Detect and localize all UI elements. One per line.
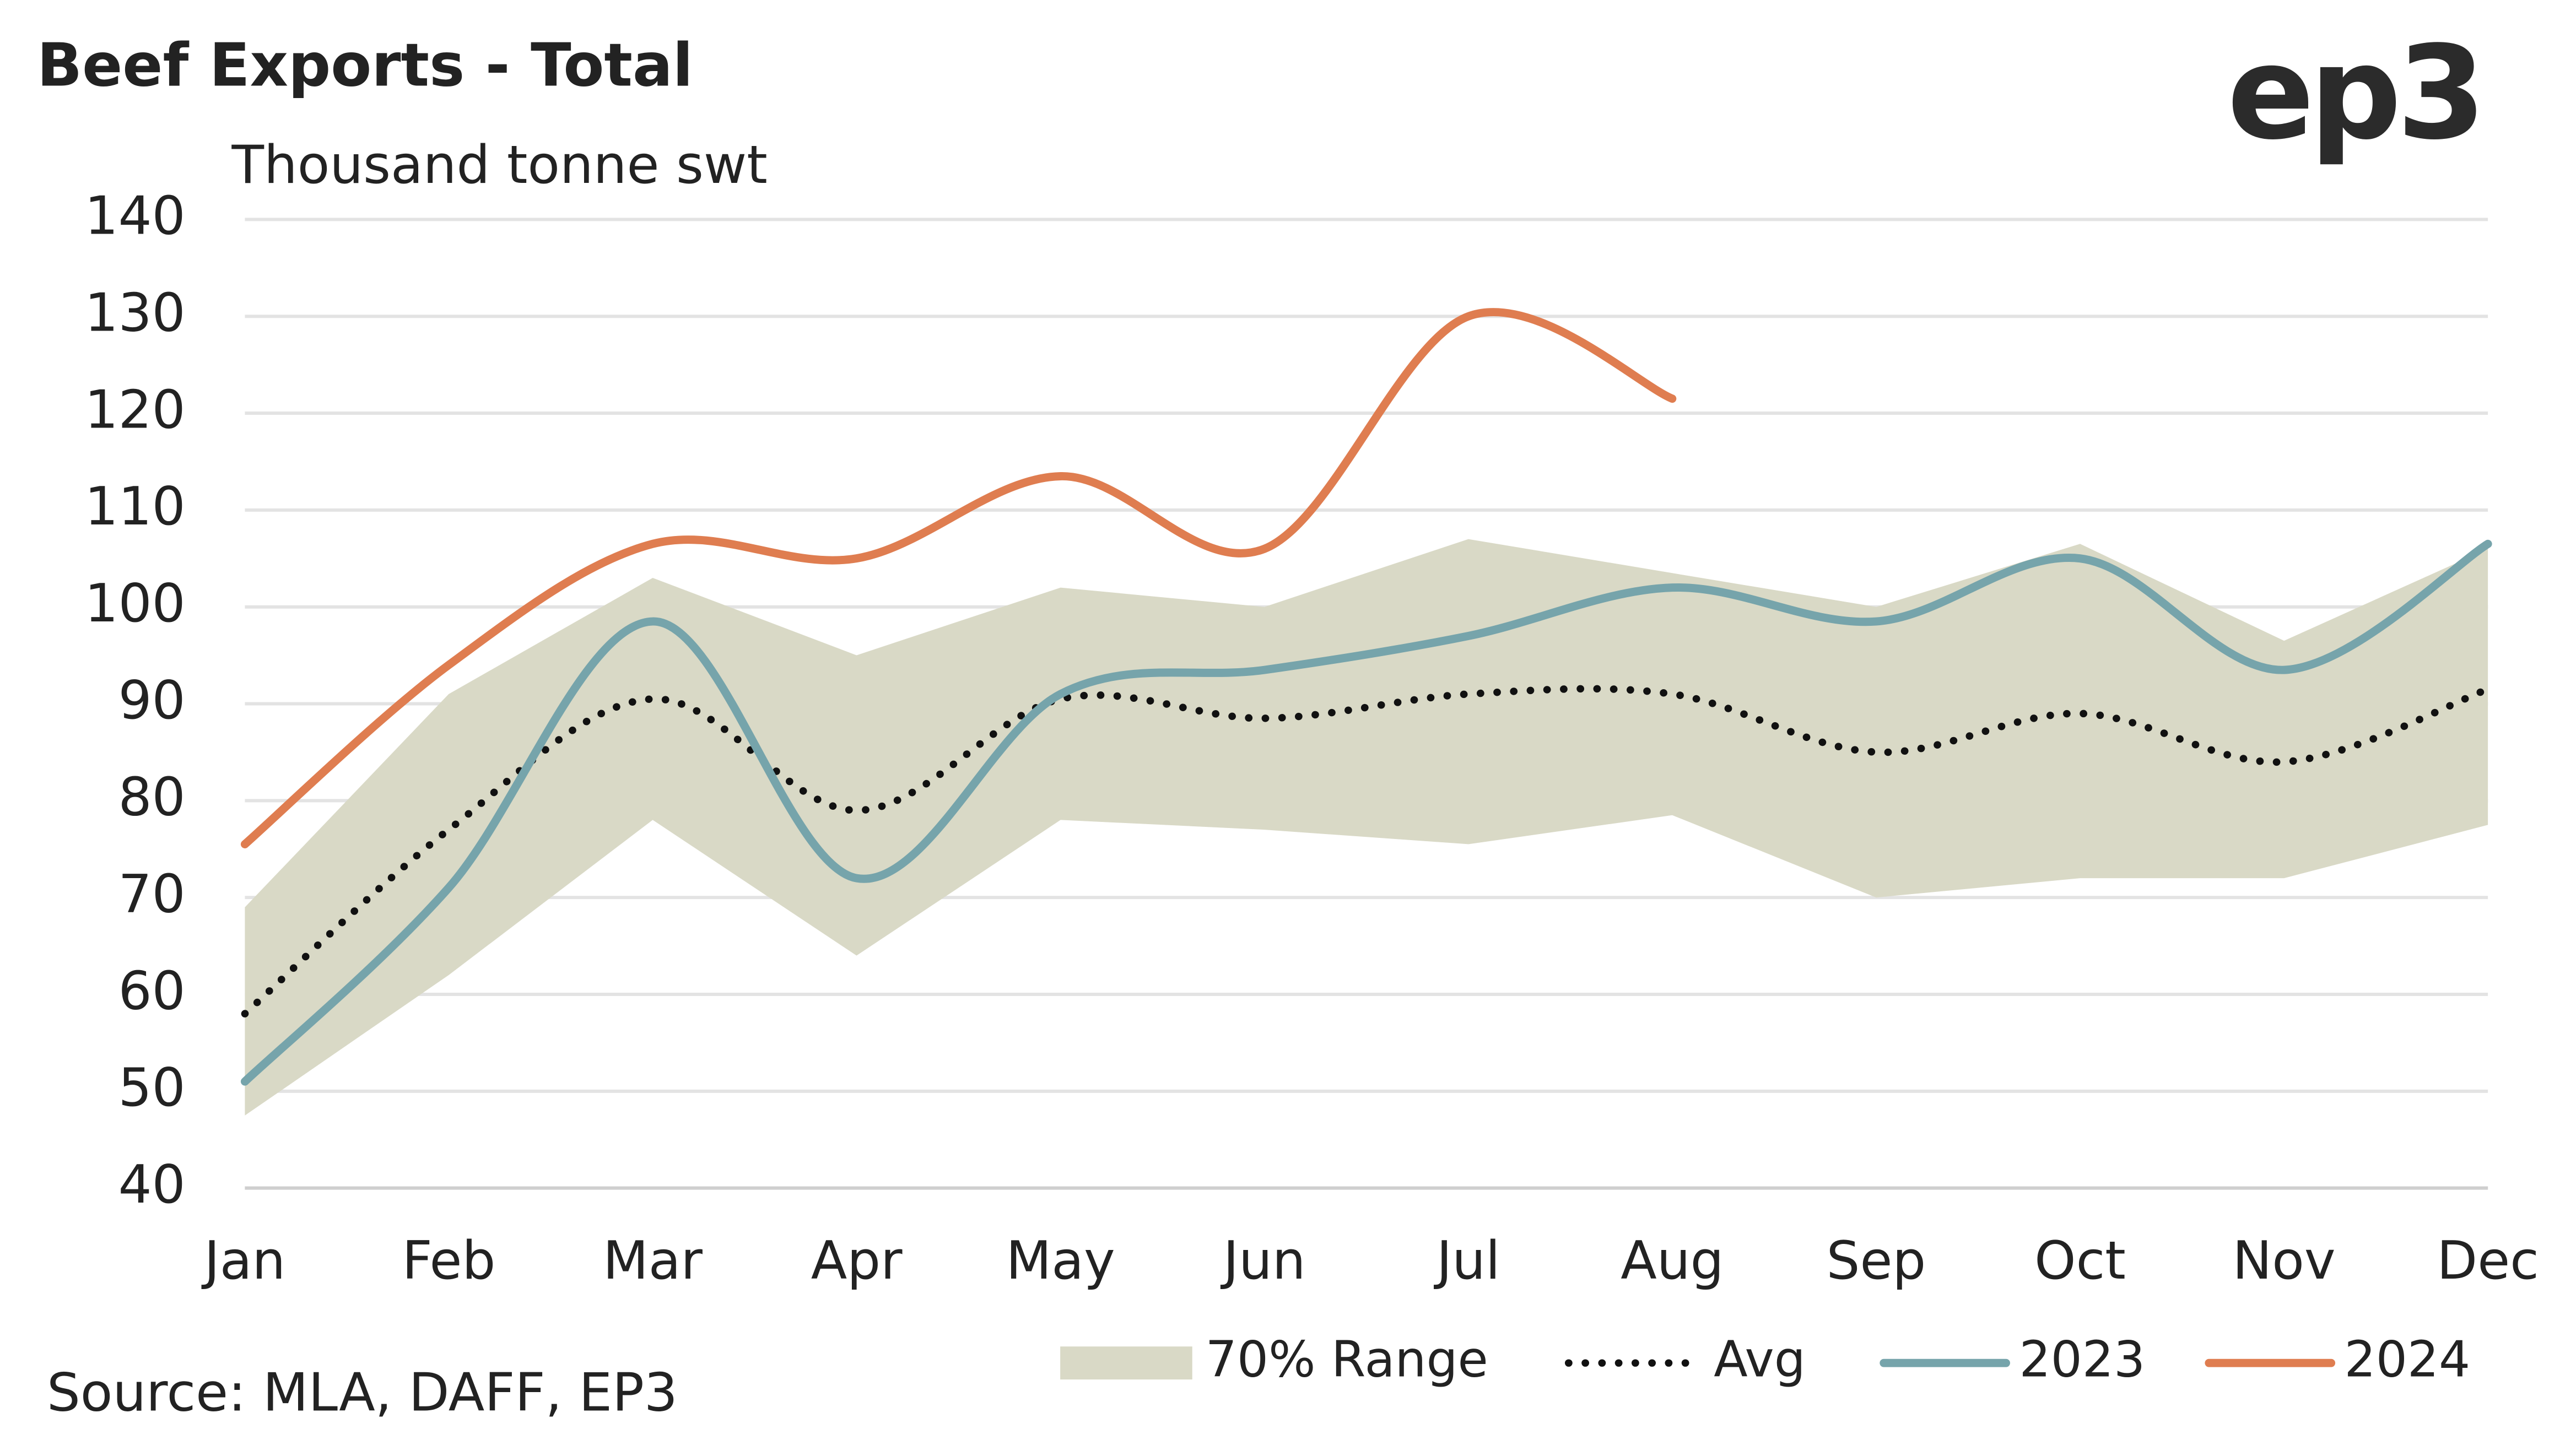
y-tick-label: 110 bbox=[85, 475, 186, 537]
series-line bbox=[240, 539, 2492, 1086]
subtitle: Thousand tonne swt bbox=[231, 134, 767, 196]
chart-title: Beef Exports - Total bbox=[37, 31, 693, 100]
y-tick-label: 40 bbox=[118, 1154, 186, 1215]
legend-label: Avg bbox=[1714, 1331, 1805, 1389]
y-tick-label: 140 bbox=[85, 185, 186, 247]
x-tick-label: May bbox=[1006, 1230, 1115, 1291]
y-tick-label: 60 bbox=[118, 960, 186, 1021]
y-tick-label: 130 bbox=[85, 282, 186, 344]
legend-label: 2024 bbox=[2345, 1331, 2471, 1389]
x-tick-label: Aug bbox=[1621, 1230, 1724, 1291]
y-tick-label: 50 bbox=[118, 1057, 186, 1118]
x-tick-label: Feb bbox=[402, 1230, 496, 1291]
x-tick-label: Jan bbox=[202, 1230, 286, 1291]
x-tick-label: Apr bbox=[811, 1230, 903, 1291]
x-tick-label: Mar bbox=[603, 1230, 703, 1291]
y-tick-label: 80 bbox=[118, 766, 186, 828]
y-tick-label: 90 bbox=[118, 669, 186, 731]
x-tick-label: Oct bbox=[2034, 1230, 2126, 1291]
legend-label: 70% Range bbox=[1206, 1331, 1488, 1389]
legend-swatch bbox=[1060, 1346, 1192, 1380]
source: Source: MLA, DAFF, EP3 bbox=[47, 1361, 678, 1423]
x-tick-label: Nov bbox=[2233, 1230, 2336, 1291]
series-line bbox=[240, 308, 1677, 848]
y-tick-label: 100 bbox=[85, 572, 186, 634]
y-tick-label: 70 bbox=[118, 863, 186, 925]
logo: ep3 bbox=[2227, 19, 2481, 169]
legend-label: 2023 bbox=[2019, 1331, 2145, 1389]
series-line bbox=[241, 685, 2492, 1017]
range-band bbox=[245, 539, 2488, 1116]
x-tick-label: Jul bbox=[1434, 1230, 1500, 1291]
x-tick-label: Dec bbox=[2437, 1230, 2539, 1291]
x-tick-label: Jun bbox=[1221, 1230, 1306, 1291]
y-tick-label: 120 bbox=[85, 378, 186, 440]
x-tick-label: Sep bbox=[1827, 1230, 1926, 1291]
